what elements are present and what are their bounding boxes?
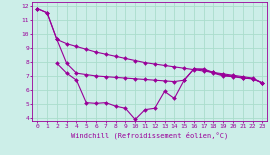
X-axis label: Windchill (Refroidissement éolien,°C): Windchill (Refroidissement éolien,°C) xyxy=(71,131,228,139)
